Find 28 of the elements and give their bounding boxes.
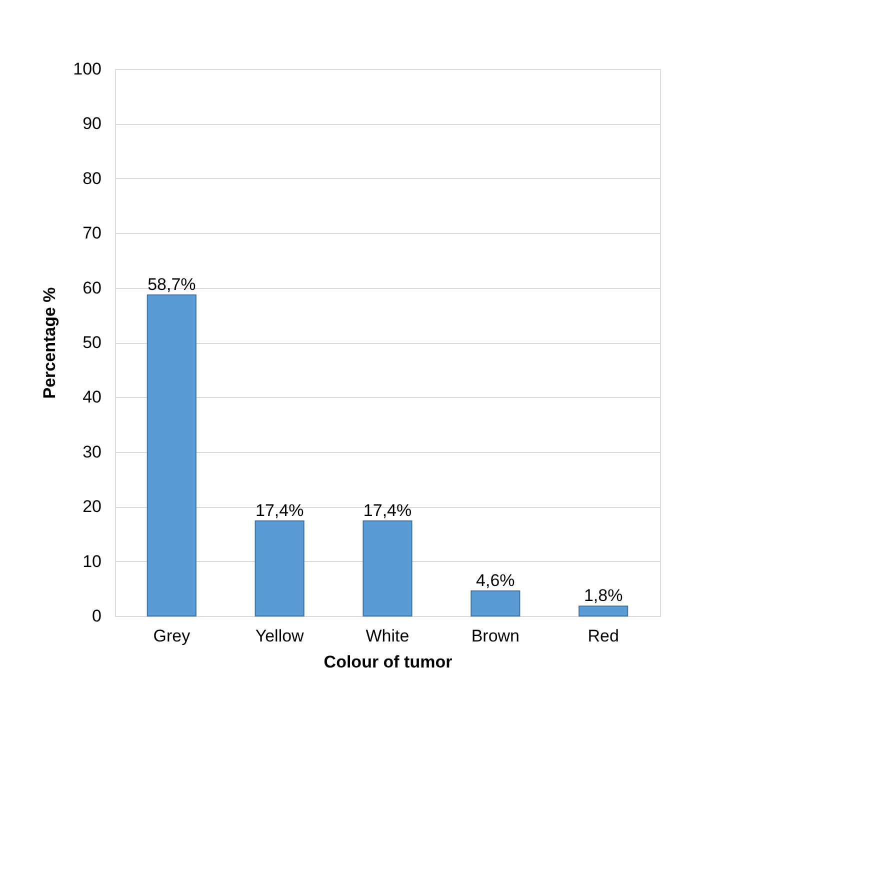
y-tick-label: 20 bbox=[82, 497, 102, 516]
data-label: 17,4% bbox=[363, 500, 412, 520]
bar bbox=[578, 606, 628, 616]
data-label: 4,6% bbox=[476, 570, 515, 590]
x-axis-title: Colour of tumor bbox=[324, 652, 453, 672]
data-label: 1,8% bbox=[584, 586, 623, 606]
y-tick-label: 50 bbox=[82, 333, 102, 352]
y-tick-label: 0 bbox=[92, 606, 102, 626]
y-tick-label: 90 bbox=[82, 114, 102, 134]
y-tick-label: 80 bbox=[82, 168, 102, 188]
y-tick-label: 40 bbox=[82, 388, 102, 407]
x-tick-label: Yellow bbox=[255, 626, 305, 646]
y-tick-label: 10 bbox=[82, 552, 102, 571]
y-tick-label: 60 bbox=[82, 278, 102, 298]
data-label: 58,7% bbox=[148, 274, 196, 294]
bar bbox=[470, 590, 520, 616]
bar bbox=[146, 294, 196, 616]
y-tick-label: 30 bbox=[82, 442, 102, 462]
y-tick-label: 70 bbox=[82, 224, 102, 243]
x-tick-label: White bbox=[366, 626, 410, 646]
bar bbox=[362, 520, 412, 616]
bar bbox=[254, 520, 304, 616]
data-label: 17,4% bbox=[255, 500, 304, 520]
y-tick-label: 100 bbox=[73, 60, 102, 78]
x-tick-label: Grey bbox=[153, 626, 191, 646]
x-tick-label: Brown bbox=[471, 626, 520, 646]
x-tick-label: Red bbox=[588, 626, 619, 646]
y-axis-title: Percentage % bbox=[40, 287, 60, 399]
